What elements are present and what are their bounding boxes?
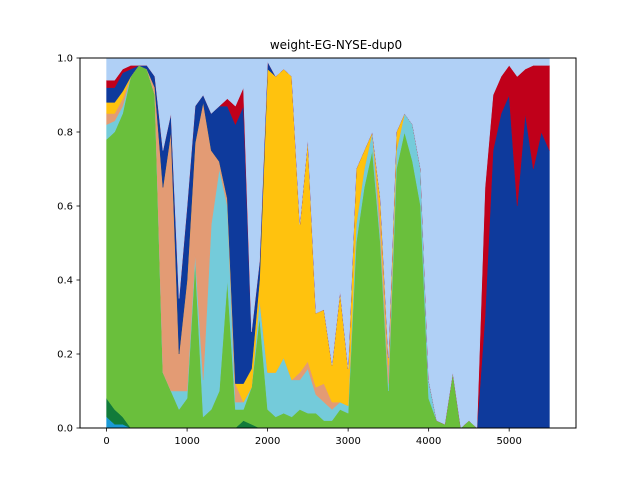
x-tick-label: 0 <box>103 436 109 447</box>
y-tick-label: 0.2 <box>57 350 73 361</box>
y-tick-label: 0.6 <box>57 202 73 213</box>
area-series-group <box>106 58 550 428</box>
x-tick-label: 1000 <box>174 436 199 447</box>
chart-title: weight-EG-NYSE-dup0 <box>270 38 402 52</box>
x-tick-label: 5000 <box>496 436 521 447</box>
y-tick-label: 1.0 <box>57 54 73 65</box>
x-tick-label: 4000 <box>416 436 441 447</box>
x-tick-label: 3000 <box>335 436 360 447</box>
plot-frame <box>79 57 577 429</box>
y-axis: 0.0 0.2 0.4 0.6 0.8 1.0 <box>57 54 80 435</box>
y-tick-label: 0.8 <box>57 128 73 139</box>
y-tick-label: 0.0 <box>57 424 73 435</box>
x-axis: 0 1000 2000 3000 4000 5000 <box>103 428 522 447</box>
area-series-8 <box>106 58 550 428</box>
y-tick-label: 0.4 <box>57 276 73 287</box>
x-tick-label: 2000 <box>255 436 280 447</box>
